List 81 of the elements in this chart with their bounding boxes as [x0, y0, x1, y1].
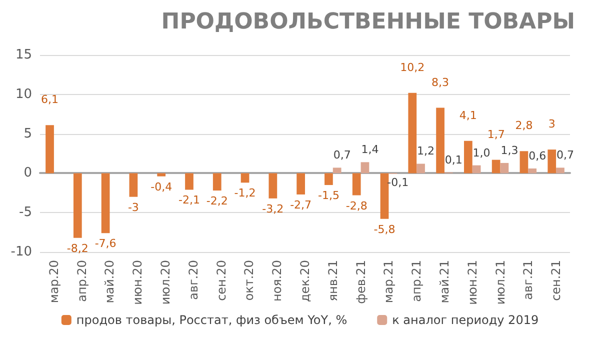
bar	[492, 160, 500, 174]
data-label: 1,2	[417, 144, 435, 158]
bar	[129, 173, 138, 197]
x-tick-label: ноя.20	[270, 260, 284, 302]
data-label: -5,8	[374, 222, 396, 236]
data-label: -1,2	[234, 186, 256, 200]
x-tick-label: май.21	[437, 260, 452, 304]
data-label: -8,2	[66, 242, 88, 255]
bar	[472, 165, 481, 174]
y-tick-label: -10	[10, 244, 32, 260]
x-tick-label: июл.20	[158, 260, 173, 305]
bar	[416, 164, 425, 174]
legend-label: продов товары, Росстат, физ объем YoY, %	[76, 313, 348, 327]
bar	[548, 150, 556, 174]
x-tick-label: июл.21	[493, 260, 508, 305]
bar	[528, 168, 537, 174]
data-label: 3	[548, 118, 556, 131]
bar	[380, 173, 389, 219]
data-label: 1,7	[487, 128, 505, 141]
bar	[464, 140, 472, 174]
data-label: 1,3	[500, 144, 518, 157]
bar	[268, 173, 278, 198]
y-tick-label: -5	[19, 205, 32, 220]
bar	[324, 173, 333, 186]
x-tick-label: сен.21	[549, 260, 564, 301]
bar	[73, 173, 82, 238]
x-tick-label: апр.20	[74, 260, 89, 302]
data-label: -0,4	[150, 180, 172, 194]
bar	[101, 173, 110, 234]
data-label: 1,0	[472, 146, 490, 160]
bar	[157, 173, 166, 176]
data-label: -2,7	[290, 198, 312, 212]
bar	[556, 168, 564, 174]
x-tick-label: фев.21	[354, 260, 368, 304]
x-tick-label: окт.20	[242, 260, 256, 301]
x-tick-label: дек.20	[298, 260, 312, 302]
data-label: -1,5	[318, 189, 340, 202]
x-tick-label: мар.20	[46, 260, 61, 304]
data-label: -3	[128, 200, 139, 214]
bar	[296, 173, 305, 194]
data-label: 2,8	[515, 119, 533, 132]
y-tick-label: 15	[15, 48, 32, 62]
x-tick-label: июн.21	[465, 260, 480, 305]
bar	[520, 151, 528, 174]
y-tick-label: 5	[24, 126, 32, 142]
bar	[185, 173, 194, 190]
data-label: 0,7	[333, 148, 351, 162]
data-label: -2,1	[178, 194, 200, 207]
data-label: 10,2	[400, 60, 425, 74]
x-tick-label: авг.20	[186, 260, 200, 300]
bar	[360, 162, 370, 174]
data-label: -3,2	[262, 202, 284, 216]
data-label: 0,6	[528, 149, 546, 162]
bar	[408, 92, 417, 174]
data-label: 4,1	[459, 108, 477, 122]
x-tick-label: май.20	[102, 260, 117, 304]
bar	[332, 168, 342, 174]
bar	[500, 162, 509, 174]
data-label: 0,7	[556, 148, 574, 162]
x-tick-label: апр.21	[410, 260, 424, 302]
data-label: 8,3	[432, 76, 450, 89]
y-tick-label: 0	[24, 166, 32, 181]
y-tick-label: 10	[15, 86, 32, 102]
bar	[436, 108, 444, 174]
legend-label: к аналог периоду 2019	[392, 313, 539, 327]
chart-title: ПРОДОВОЛЬСТВЕННЫЕ ТОВАРЫ	[161, 10, 576, 34]
bar	[352, 173, 361, 196]
data-label: 1,4	[361, 143, 379, 156]
data-label: -2,2	[206, 194, 228, 208]
data-label: -2,8	[346, 199, 368, 212]
data-label: -7,6	[94, 237, 116, 250]
data-label: 0,1	[444, 153, 462, 166]
bar	[212, 173, 222, 191]
data-label: 6,1	[41, 93, 59, 106]
bar	[240, 173, 250, 183]
x-tick-label: мар.21	[382, 260, 396, 304]
x-tick-label: сен.20	[214, 260, 228, 301]
x-tick-label: июн.20	[130, 260, 145, 305]
x-tick-label: авг.21	[521, 260, 536, 300]
bar	[46, 125, 54, 174]
x-tick-label: янв.21	[326, 260, 340, 302]
